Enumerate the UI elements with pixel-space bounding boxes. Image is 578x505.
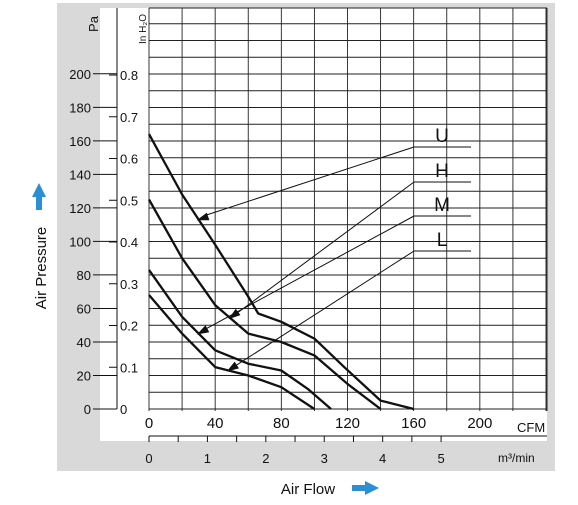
pa-tick-label: 100 — [69, 234, 91, 249]
x-axis-label: Air Flow — [281, 481, 335, 498]
callout-arrowhead-l — [226, 361, 239, 372]
x-axis-arrow-icon — [352, 481, 379, 495]
pa-tick-label: 160 — [69, 134, 91, 149]
x-axis-band — [100, 441, 555, 471]
pa-tick-label: 0 — [84, 402, 91, 417]
inh2o-tick-label: 0.4 — [120, 235, 138, 250]
series-label-h: H — [435, 161, 449, 182]
pa-unit-label: Pa — [86, 15, 101, 32]
cfm-tick-label: 120 — [335, 415, 360, 432]
y-axis-label: Air Pressure — [33, 227, 50, 310]
inh2o-unit-label: In H₂O — [138, 14, 149, 44]
m3-tick-label: 2 — [262, 451, 269, 466]
m3-tick-label: 4 — [379, 451, 386, 466]
curve-m — [148, 269, 332, 410]
cfm-tick-label: 40 — [207, 415, 224, 432]
cfm-unit-label: CFM — [517, 420, 545, 435]
pa-tick-label: 200 — [69, 67, 91, 82]
axes-ticks: 02040608010012014016018020000.10.20.30.4… — [69, 8, 547, 466]
cfm-tick-label: 0 — [145, 415, 153, 432]
callout-leader-m — [204, 215, 415, 331]
m3-tick-label: 1 — [204, 451, 211, 466]
pa-tick-label: 120 — [69, 201, 91, 216]
series-label-l: L — [437, 230, 448, 251]
m3-tick-label: 5 — [437, 451, 444, 466]
callout-leader-h — [235, 181, 415, 315]
inh2o-tick-label: 0.8 — [120, 68, 138, 83]
pa-tick-label: 40 — [77, 335, 91, 350]
m3-tick-label: 3 — [321, 451, 328, 466]
series-label-m: M — [434, 195, 450, 216]
pa-tick-label: 60 — [77, 301, 91, 316]
inh2o-tick-label: 0.5 — [120, 193, 138, 208]
cfm-tick-label: 160 — [401, 415, 426, 432]
pa-tick-label: 20 — [77, 368, 91, 383]
inh2o-tick-label: 0.3 — [120, 277, 138, 292]
callout-arrowhead-u — [196, 212, 210, 221]
y-axis-arrow-icon — [32, 183, 46, 210]
callout-leader-u — [204, 146, 415, 217]
m3-unit-label: m³/min — [498, 451, 535, 465]
m3-tick-label: 0 — [145, 451, 152, 466]
inh2o-tick-label: 0.7 — [120, 110, 138, 125]
pa-tick-label: 140 — [69, 167, 91, 182]
y-scale-strip — [100, 8, 149, 411]
inh2o-tick-label: 0.2 — [120, 319, 138, 334]
plot-area — [149, 8, 547, 411]
cfm-tick-label: 80 — [273, 415, 290, 432]
grid-lines — [148, 7, 548, 411]
callout-arrowhead-m — [196, 325, 210, 335]
inh2o-tick-label: 0.1 — [120, 360, 138, 375]
cfm-tick-label: 200 — [467, 415, 492, 432]
series-label-u: U — [435, 126, 449, 147]
pa-tick-label: 180 — [69, 100, 91, 115]
curve-h — [147, 198, 382, 410]
inh2o-tick-label: 0 — [120, 402, 127, 417]
curve-l — [148, 294, 316, 410]
inh2o-tick-label: 0.6 — [120, 152, 138, 167]
pa-tick-label: 80 — [77, 268, 91, 283]
callout-leader-l — [234, 250, 415, 367]
